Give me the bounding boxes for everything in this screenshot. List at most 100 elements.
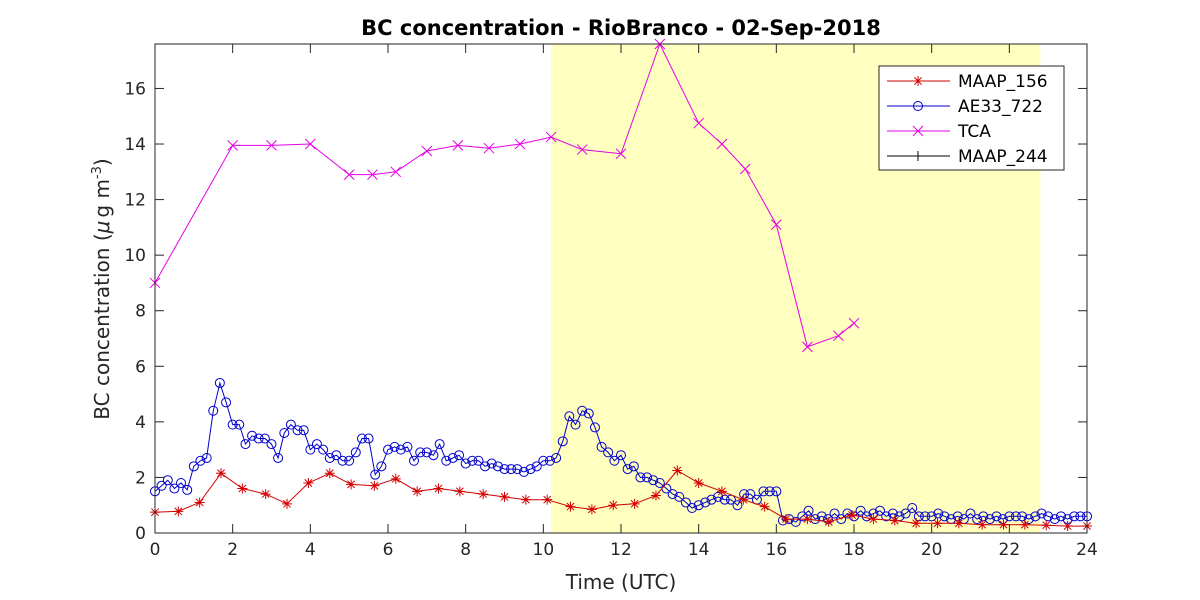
data-point-ae33-722 <box>758 486 769 497</box>
data-point-ae33-722 <box>169 483 180 494</box>
data-point-ae33-722 <box>182 484 193 495</box>
data-point-ae33-722 <box>1049 514 1060 525</box>
data-point-ae33-722 <box>1069 511 1080 522</box>
x-tick-label: 12 <box>610 540 632 560</box>
data-point-tca <box>227 140 239 151</box>
data-point-ae33-722 <box>855 505 866 516</box>
data-point-ae33-722 <box>395 444 406 455</box>
data-point-ae33-722 <box>376 461 387 472</box>
series-line-tca <box>154 42 855 348</box>
data-point-maap-156 <box>454 486 465 497</box>
data-point-ae33-722 <box>273 452 284 463</box>
data-point-ae33-722 <box>499 464 510 475</box>
data-point-ae33-722 <box>642 472 653 483</box>
data-point-ae33-722 <box>480 461 491 472</box>
x-tick-label: 18 <box>843 540 865 560</box>
data-point-ae33-722 <box>434 439 445 450</box>
data-point-ae33-722 <box>409 455 420 466</box>
data-point-ae33-722 <box>551 452 562 463</box>
data-point-ae33-722 <box>991 511 1002 522</box>
data-point-maap-156 <box>542 494 553 505</box>
data-point-maap-156 <box>237 483 248 494</box>
data-point-ae33-722 <box>654 477 665 488</box>
data-point-ae33-722 <box>156 480 167 491</box>
data-point-ae33-722 <box>344 455 355 466</box>
data-point-ae33-722 <box>674 491 685 502</box>
data-point-ae33-722 <box>292 425 303 436</box>
data-point-ae33-722 <box>188 461 199 472</box>
data-point-tca <box>367 169 378 180</box>
data-point-ae33-722 <box>305 444 316 455</box>
y-tick-label: 14 <box>124 135 146 155</box>
data-point-tca <box>343 169 355 180</box>
data-point-ae33-722 <box>492 461 503 472</box>
chart-title: BC concentration - RioBranco - 02-Sep-20… <box>361 16 881 40</box>
data-point-ae33-722 <box>544 455 555 466</box>
data-point-ae33-722 <box>525 464 536 475</box>
data-point-tca <box>514 138 526 150</box>
data-point-ae33-722 <box>441 455 452 466</box>
data-point-ae33-722 <box>318 444 329 455</box>
data-point-ae33-722 <box>570 419 581 430</box>
data-point-maap-156 <box>520 494 531 505</box>
data-point-maap-156 <box>823 516 834 527</box>
data-point-ae33-722 <box>972 514 983 525</box>
data-point-ae33-722 <box>518 466 529 477</box>
data-point-tca <box>848 317 860 329</box>
data-point-maap-156 <box>1041 520 1052 531</box>
data-point-ae33-722 <box>881 511 892 522</box>
data-point-ae33-722 <box>907 502 918 513</box>
legend-label-maap-244: MAAP_244 <box>958 147 1048 167</box>
x-tick-label: 14 <box>688 540 710 560</box>
data-point-tca <box>693 117 705 129</box>
data-point-ae33-722 <box>208 405 219 416</box>
data-point-ae33-722 <box>713 491 724 502</box>
x-tick-label: 6 <box>383 540 394 560</box>
data-point-ae33-722 <box>350 447 361 458</box>
legend-entry-tca: TCA <box>887 122 991 142</box>
data-point-maap-156 <box>998 519 1009 530</box>
legend-label-tca: TCA <box>957 122 991 142</box>
data-point-ae33-722 <box>389 441 400 452</box>
data-point-maap-156 <box>433 483 444 494</box>
data-point-ae33-722 <box>693 500 704 511</box>
legend-entry-maap-244: MAAP_244 <box>887 147 1048 167</box>
legend-marker-tca <box>912 125 924 137</box>
y-tick-label: 10 <box>124 246 146 266</box>
data-point-ae33-722 <box>240 439 251 450</box>
data-point-ae33-722 <box>473 455 484 466</box>
data-point-maap-156 <box>1062 521 1073 532</box>
data-point-ae33-722 <box>253 433 264 444</box>
data-point-ae33-722 <box>939 511 950 522</box>
x-tick-label: 2 <box>227 540 238 560</box>
x-tick-label: 20 <box>921 540 943 560</box>
data-point-ae33-722 <box>221 397 232 408</box>
series-line-ae33-722 <box>154 381 1087 523</box>
data-point-maap-156 <box>716 486 727 497</box>
data-point-ae33-722 <box>577 405 588 416</box>
data-point-maap-156 <box>499 491 510 502</box>
data-point-ae33-722 <box>415 447 426 458</box>
data-point-ae33-722 <box>1023 514 1034 525</box>
data-point-maap-156 <box>650 490 661 501</box>
data-point-ae33-722 <box>324 452 335 463</box>
data-point-maap-156 <box>693 477 704 488</box>
data-point-ae33-722 <box>603 447 614 458</box>
data-point-ae33-722 <box>247 430 258 441</box>
data-point-maap-156 <box>1019 519 1030 530</box>
data-point-tca <box>390 166 402 178</box>
data-point-tca <box>421 145 433 157</box>
data-point-ae33-722 <box>467 455 478 466</box>
y-tick-label: 16 <box>124 79 146 99</box>
data-point-maap-156 <box>953 518 964 529</box>
data-point-ae33-722 <box>1004 511 1015 522</box>
data-point-ae33-722 <box>383 444 393 455</box>
x-tick-label: 16 <box>766 540 788 560</box>
data-point-ae33-722 <box>628 461 639 472</box>
data-point-ae33-722 <box>285 419 296 430</box>
data-point-maap-156 <box>173 506 184 517</box>
data-point-tca <box>483 142 495 154</box>
data-point-ae33-722 <box>790 516 801 527</box>
data-point-ae33-722 <box>402 441 413 452</box>
x-tick-label: 4 <box>305 540 316 560</box>
